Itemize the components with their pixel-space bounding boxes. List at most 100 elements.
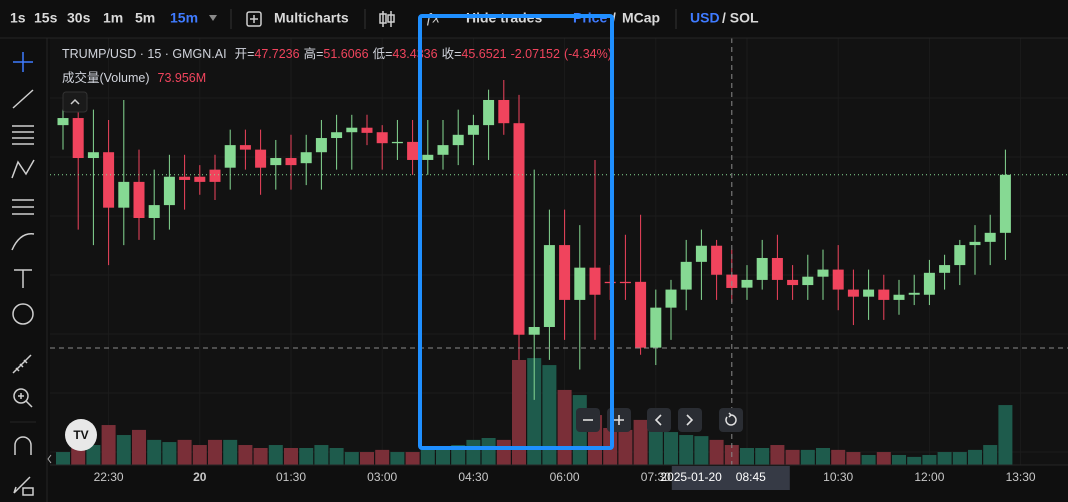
volume-bar bbox=[253, 447, 268, 465]
volume-bar bbox=[344, 452, 359, 465]
candle-body bbox=[133, 181, 145, 218]
crosshair-tool[interactable] bbox=[13, 52, 33, 72]
zoom-tool[interactable] bbox=[13, 388, 29, 404]
candle-body bbox=[346, 127, 358, 133]
candle-body bbox=[650, 307, 662, 348]
volume-bar bbox=[952, 452, 967, 465]
add-icon[interactable] bbox=[246, 11, 262, 27]
interval-15s[interactable]: 15s bbox=[34, 10, 58, 26]
tradingview-logo[interactable] bbox=[65, 419, 97, 451]
candle-body bbox=[498, 99, 510, 124]
candle-body bbox=[771, 257, 783, 280]
candle-body bbox=[118, 181, 130, 208]
candles bbox=[50, 38, 1068, 465]
candle-body bbox=[513, 123, 525, 335]
volume-bar bbox=[876, 452, 891, 465]
volume-bar bbox=[785, 449, 800, 465]
candle-body bbox=[452, 134, 464, 146]
volume-bar bbox=[512, 359, 526, 465]
scroll-right-icon bbox=[686, 414, 694, 426]
collapse-button[interactable] bbox=[62, 91, 88, 113]
magnet-tool[interactable] bbox=[14, 436, 32, 455]
volume-bar bbox=[86, 445, 101, 465]
low-value: 43.4336 bbox=[392, 47, 437, 61]
candle-body bbox=[103, 152, 115, 208]
ohlc-legend: TRUMP/USD · 15 · GMGN.AI 开=47.7236 高=51.60… bbox=[62, 46, 612, 61]
scroll-arrow[interactable] bbox=[47, 454, 52, 464]
scroll-left-icon bbox=[654, 414, 662, 426]
volume-bar bbox=[405, 452, 420, 465]
volume-bar bbox=[679, 435, 694, 465]
volume-bar bbox=[709, 439, 724, 465]
candle-body bbox=[984, 232, 996, 242]
dropdown-arrow[interactable] bbox=[209, 15, 217, 21]
ruler-tool[interactable] bbox=[12, 354, 32, 374]
volume-bar bbox=[816, 447, 830, 465]
usd-toggle[interactable]: USD bbox=[690, 10, 720, 26]
candle-body bbox=[422, 154, 434, 160]
candle-body bbox=[635, 281, 647, 348]
candle-body bbox=[87, 152, 99, 159]
mcap-toggle[interactable]: MCap bbox=[622, 10, 660, 26]
interval-1m[interactable]: 1m bbox=[103, 10, 123, 26]
volume-bar bbox=[968, 449, 982, 465]
fib-tool[interactable] bbox=[12, 125, 34, 145]
interval-15m[interactable]: 15m bbox=[170, 10, 198, 26]
volume-bar bbox=[223, 439, 238, 465]
volume-bar bbox=[192, 445, 207, 465]
candle-icon-body bbox=[387, 14, 395, 23]
volume-legend: 成交量(Volume) 73.956M bbox=[62, 70, 206, 85]
candle-body bbox=[224, 145, 236, 168]
volume-bar bbox=[177, 439, 192, 465]
interval-5m[interactable]: 5m bbox=[135, 10, 155, 26]
lock-tool[interactable] bbox=[13, 476, 34, 496]
volume-bar bbox=[937, 452, 952, 465]
tradingview-logo-mark: TV bbox=[73, 428, 88, 442]
emoji-tool[interactable] bbox=[12, 303, 34, 325]
volume-bar bbox=[740, 447, 754, 465]
volume-bar bbox=[983, 445, 998, 465]
volume-title: 成交量(Volume) bbox=[62, 70, 150, 85]
zoom-in-icon bbox=[614, 415, 624, 425]
candle-body bbox=[163, 176, 175, 206]
text-tool[interactable] bbox=[14, 269, 32, 288]
scroll-right-button[interactable] bbox=[678, 408, 702, 432]
drawing-toolbar bbox=[10, 38, 48, 502]
volume-bar bbox=[557, 389, 572, 465]
candle-body bbox=[300, 152, 312, 164]
reset-icon bbox=[725, 412, 737, 426]
candle-body bbox=[939, 265, 951, 273]
multicharts-button[interactable]: Multicharts bbox=[274, 10, 349, 26]
candle-body bbox=[483, 99, 495, 126]
brush-tool[interactable] bbox=[11, 233, 35, 251]
candle-body bbox=[270, 158, 282, 166]
open-value: 47.7236 bbox=[254, 47, 299, 61]
interval-30s[interactable]: 30s bbox=[67, 10, 91, 26]
candle-body bbox=[467, 125, 479, 135]
candle-body bbox=[255, 149, 267, 168]
volume-bar bbox=[770, 445, 785, 465]
crosshair-time: 08:45 bbox=[736, 470, 766, 484]
scroll-left-button[interactable] bbox=[647, 408, 671, 432]
collapse-icon bbox=[70, 98, 80, 105]
volume-bar bbox=[481, 438, 496, 465]
candle-body bbox=[680, 261, 692, 290]
candle-body bbox=[391, 141, 403, 144]
volume-bar bbox=[162, 442, 177, 465]
volume-bar bbox=[755, 447, 770, 465]
trend-line-tool[interactable] bbox=[12, 89, 34, 109]
volume-bar bbox=[618, 429, 633, 465]
high-label: 高= bbox=[304, 46, 324, 61]
reset-button[interactable] bbox=[719, 408, 743, 432]
channel-tool[interactable] bbox=[12, 199, 34, 215]
high-value: 51.6066 bbox=[323, 47, 368, 61]
interval-1s[interactable]: 1s bbox=[10, 10, 26, 26]
candle-body bbox=[589, 267, 601, 295]
sol-toggle[interactable]: / SOL bbox=[722, 10, 759, 26]
candle-body bbox=[923, 272, 935, 295]
pattern-tool[interactable] bbox=[11, 159, 35, 179]
x-tick-label: 07:30 bbox=[641, 470, 671, 484]
slash: / bbox=[612, 10, 616, 26]
candle-body bbox=[832, 269, 844, 290]
